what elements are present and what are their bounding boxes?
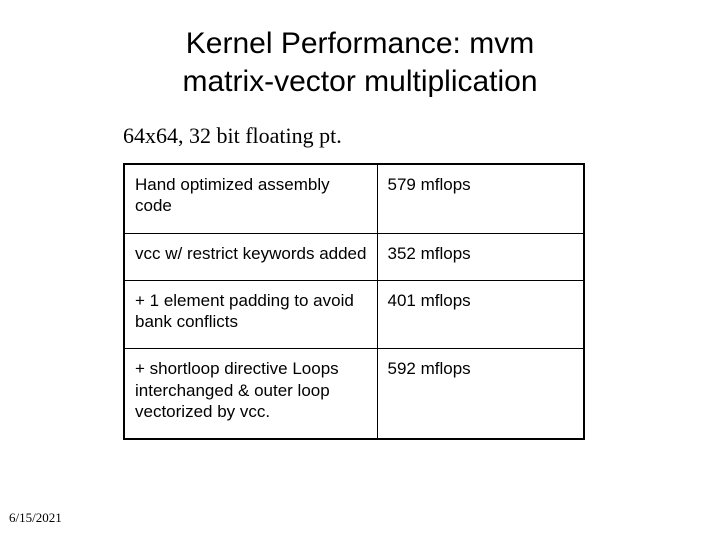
table-row: Hand optimized assembly code 579 mflops [124,164,584,233]
title-line-2: matrix-vector multiplication [182,65,537,98]
footer-date: 6/15/2021 [9,510,62,526]
table-cell-label: + 1 element padding to avoid bank confli… [124,280,377,349]
slide-container: Kernel Performance: mvm matrix-vector mu… [0,0,720,540]
table-row: + 1 element padding to avoid bank confli… [124,280,584,349]
slide-subtitle: 64x64, 32 bit floating pt. [123,123,342,149]
table-cell-label: + shortloop directive Loops interchanged… [124,349,377,439]
table-cell-value: 401 mflops [377,280,584,349]
slide-title: Kernel Performance: mvm matrix-vector mu… [0,25,720,100]
table-cell-label: Hand optimized assembly code [124,164,377,233]
performance-table: Hand optimized assembly code 579 mflops … [123,163,585,440]
table-cell-value: 579 mflops [377,164,584,233]
table-cell-value: 592 mflops [377,349,584,439]
table-cell-label: vcc w/ restrict keywords added [124,233,377,280]
table-cell-value: 352 mflops [377,233,584,280]
table-row: + shortloop directive Loops interchanged… [124,349,584,439]
title-line-1: Kernel Performance: mvm [186,27,534,60]
table-row: vcc w/ restrict keywords added 352 mflop… [124,233,584,280]
